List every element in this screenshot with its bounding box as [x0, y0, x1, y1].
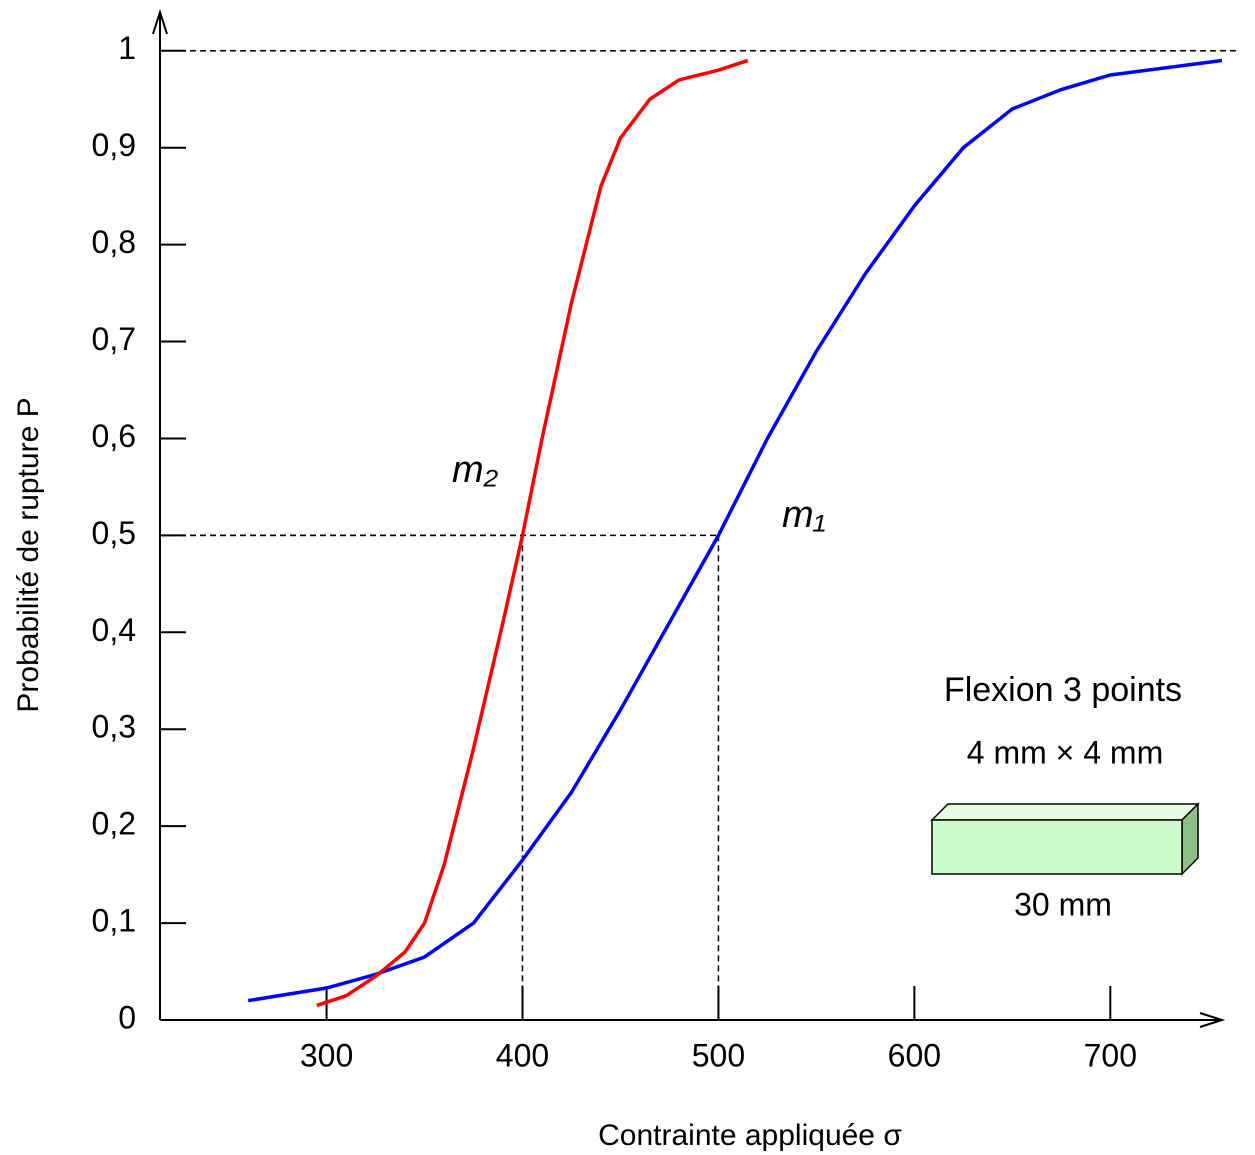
- y-tick-label: 1: [118, 30, 136, 66]
- specimen: [930, 802, 1200, 876]
- annotation: 4 mm × 4 mm: [967, 734, 1163, 770]
- y-tick-label: 0,6: [92, 418, 136, 454]
- y-axis-arrow: [152, 8, 168, 35]
- y-tick-label: 0,3: [92, 709, 136, 745]
- y-tick-label: 0,2: [92, 806, 136, 842]
- curve: [316, 58, 749, 1008]
- curve-label: m₂: [452, 449, 499, 491]
- y-tick-label: 0: [118, 999, 136, 1035]
- y-tick-label: 0,8: [92, 224, 136, 260]
- y-tick-label: 0,1: [92, 903, 136, 939]
- x-tick-label: 300: [300, 1037, 353, 1073]
- annotation: Flexion 3 points: [944, 671, 1182, 709]
- y-tick-label: 0,5: [92, 515, 136, 551]
- curve: [247, 58, 1223, 1003]
- y-axis-label: Probabilité de rupture P: [12, 397, 45, 712]
- y-tick-label: 0,7: [92, 321, 136, 357]
- y-tick-label: 0,9: [92, 127, 136, 163]
- y-tick-label: 0,4: [92, 612, 136, 648]
- x-axis-arrow: [1199, 1012, 1226, 1028]
- x-tick-label: 700: [1084, 1037, 1137, 1073]
- x-tick-label: 500: [692, 1037, 745, 1073]
- x-axis-label: Contrainte appliquée σ: [598, 1119, 902, 1152]
- x-tick-label: 400: [496, 1037, 549, 1073]
- x-tick-label: 600: [888, 1037, 941, 1073]
- curve-label: m₁: [782, 494, 826, 536]
- annotation: 30 mm: [1014, 886, 1112, 922]
